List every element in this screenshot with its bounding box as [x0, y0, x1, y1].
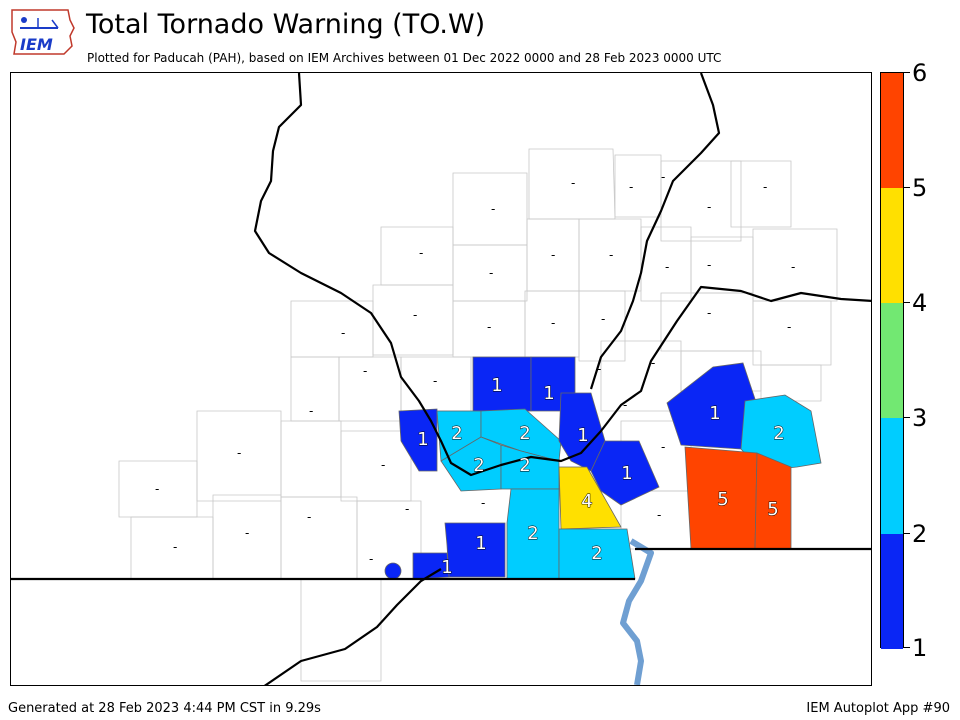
colorbar-tick-label: 3: [912, 404, 928, 432]
county-label-empty: -: [419, 246, 423, 260]
county-label-empty: -: [651, 356, 655, 370]
county-label-empty: -: [597, 362, 601, 376]
empty-labels: - - - - - - - - - - - - - - - - - - - - …: [155, 170, 795, 566]
colorbar-tick-label: 4: [912, 289, 928, 317]
county-label-empty: -: [707, 200, 711, 214]
county-shape: [398, 408, 438, 472]
county-count-label: 1: [417, 429, 428, 450]
county-map: - - - - - - - - - - - - - - - - - - - - …: [11, 73, 871, 685]
colorbar-tick-label: 2: [912, 520, 928, 548]
colorbar-segment: [881, 73, 903, 188]
county-shape: [590, 440, 660, 506]
colorbar-segment: [881, 534, 903, 649]
county-count-label: 1: [709, 403, 720, 424]
colorbar: [880, 72, 904, 649]
county-label-empty: -: [155, 482, 159, 496]
county-count-label: 1: [441, 557, 452, 578]
county-label-empty: -: [661, 440, 665, 454]
county-label-empty: -: [245, 526, 249, 540]
colorbar-segment: [881, 418, 903, 534]
map-panel: - - - - - - - - - - - - - - - - - - - - …: [10, 72, 872, 686]
page-title: Total Tornado Warning (TO.W): [86, 9, 486, 40]
county-label-empty: -: [381, 458, 385, 472]
county-count-label: 2: [591, 543, 602, 564]
county-label-empty: -: [657, 508, 661, 522]
logo-text: IEM: [20, 35, 53, 54]
page-subtitle: Plotted for Paducah (PAH), based on IEM …: [87, 51, 722, 65]
county-label-empty: -: [571, 176, 575, 190]
county-shape: [412, 552, 450, 580]
county-shape: [558, 466, 622, 530]
county-label-empty: -: [707, 306, 711, 320]
colorbar-segment: [881, 188, 903, 303]
county-shape: [384, 562, 402, 580]
colorbar-tick-label: 1: [912, 634, 928, 662]
colorbar-tick: [904, 302, 910, 303]
county-label-empty: -: [173, 540, 177, 554]
county-label-empty: -: [369, 552, 373, 566]
iem-logo: IEM: [8, 6, 76, 58]
county-label-empty: -: [601, 312, 605, 326]
county-label-empty: -: [487, 320, 491, 334]
county-label-empty: -: [661, 170, 665, 184]
county-count-label: 5: [717, 489, 728, 510]
county-count-label: 1: [621, 463, 632, 484]
county-label-empty: -: [309, 404, 313, 418]
county-label-empty: -: [341, 326, 345, 340]
county-label-empty: -: [551, 248, 555, 262]
county-label-empty: -: [791, 260, 795, 274]
colorbar-tick: [904, 417, 910, 418]
county-label-empty: -: [623, 398, 627, 412]
county-count-label: 1: [543, 383, 554, 404]
county-label-empty: -: [665, 260, 669, 274]
colorbar-tick: [904, 72, 910, 73]
county-count-label: 1: [491, 375, 502, 396]
county-label-empty: -: [489, 266, 493, 280]
river: [620, 538, 654, 685]
county-label-empty: -: [551, 316, 555, 330]
colorbar-tick-label: 5: [912, 174, 928, 202]
county-label-empty: -: [763, 180, 767, 194]
colorbar-tick: [904, 187, 910, 188]
colorbar-tick: [904, 533, 910, 534]
county-count-label: 2: [473, 455, 484, 476]
generated-footer: Generated at 28 Feb 2023 4:44 PM CST in …: [8, 701, 321, 716]
county-label-empty: -: [237, 446, 241, 460]
county-label-empty: -: [363, 364, 367, 378]
county-count-label: 2: [451, 423, 462, 444]
county-label-empty: -: [629, 180, 633, 194]
county-label-empty: -: [707, 258, 711, 272]
county-count-label: 1: [475, 533, 486, 554]
colorbar-segment: [881, 303, 903, 418]
county-label-empty: -: [491, 202, 495, 216]
county-label-empty: -: [433, 374, 437, 388]
app-footer: IEM Autoplot App #90: [806, 701, 950, 716]
county-count-label: 2: [773, 423, 784, 444]
county-count-label: 5: [767, 499, 778, 520]
county-label-empty: -: [405, 502, 409, 516]
county-label-empty: -: [609, 248, 613, 262]
state-borders: [11, 73, 871, 685]
county-label-empty: -: [307, 510, 311, 524]
county-count-label: 4: [581, 491, 592, 512]
colorbar-tick-label: 6: [912, 59, 928, 87]
county-count-label: 2: [527, 523, 538, 544]
county-label-empty: -: [481, 496, 485, 510]
colorbar-tick: [904, 647, 910, 648]
county-count-label: 1: [577, 425, 588, 446]
county-label-empty: -: [413, 308, 417, 322]
county-count-label: 2: [519, 423, 530, 444]
county-count-label: 2: [519, 455, 530, 476]
county-label-empty: -: [787, 320, 791, 334]
county-shape: [444, 522, 506, 578]
